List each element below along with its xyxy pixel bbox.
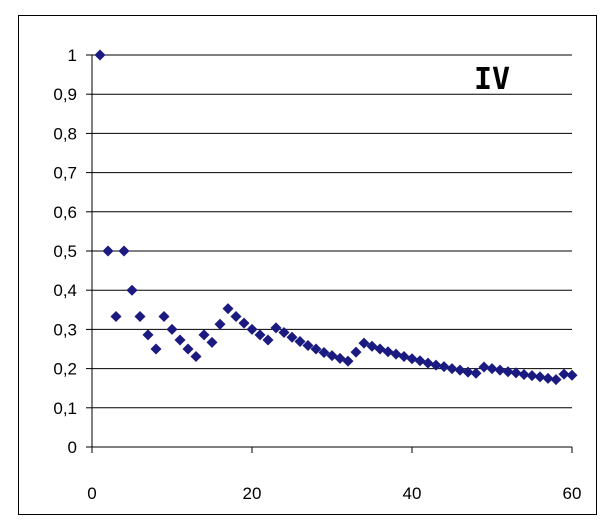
data-point-41 [422,357,434,369]
data-point-17 [230,310,242,322]
data-point-1 [102,245,114,257]
data-point-52 [510,367,522,379]
data-point-55 [534,371,546,383]
data-point-36 [382,346,394,358]
data-point-37 [390,348,402,360]
data-point-49 [486,363,498,375]
data-point-23 [278,327,290,339]
data-point-40 [414,355,426,367]
y-tick-label-3: 0,3 [53,320,77,339]
data-point-53 [518,368,530,380]
data-point-18 [238,317,250,329]
data-point-38 [398,350,410,362]
data-point-6 [142,329,154,341]
data-point-54 [526,370,538,382]
data-point-12 [190,350,202,362]
data-point-3 [118,245,130,257]
data-point-44 [446,363,458,375]
data-point-14 [206,336,218,348]
data-point-42 [430,359,442,371]
y-tick-label-1: 0,1 [53,399,77,418]
y-tick-label-6: 0,6 [53,203,77,222]
y-tick-label-8: 0,8 [53,124,77,143]
data-point-7 [150,343,162,355]
data-point-51 [502,366,514,378]
data-point-13 [198,329,210,341]
data-point-24 [286,331,298,343]
data-point-43 [438,361,450,373]
data-point-27 [310,343,322,355]
data-point-4 [126,284,138,296]
data-point-19 [246,323,258,335]
panel-annotation: IV [474,62,510,97]
data-points [94,49,578,386]
y-tick-label-2: 0,2 [53,360,77,379]
y-tick-label-0: 0 [68,438,77,457]
data-point-16 [222,303,234,315]
data-point-45 [454,364,466,376]
data-point-39 [406,353,418,365]
data-point-25 [294,336,306,348]
y-tick-label-5: 0,5 [53,242,77,261]
axes [86,54,573,453]
data-point-10 [174,334,186,346]
data-point-5 [134,310,146,322]
x-tick-label-2: 40 [403,484,422,503]
data-point-26 [302,339,314,351]
data-point-33 [358,337,370,349]
data-point-20 [254,329,266,341]
data-point-47 [470,367,482,379]
data-point-32 [350,346,362,358]
data-point-9 [166,323,178,335]
data-point-58 [558,368,570,380]
data-point-11 [182,343,194,355]
x-tick-label-3: 60 [563,484,582,503]
x-tick-label-0: 0 [87,484,96,503]
data-point-50 [494,364,506,376]
grid-lines [92,54,572,409]
data-point-28 [318,347,330,359]
y-tick-label-4: 0,4 [53,281,77,300]
data-point-46 [462,366,474,378]
data-point-21 [262,334,274,346]
data-point-59 [566,369,578,381]
data-point-8 [158,310,170,322]
y-tick-label-10: 1 [68,46,77,65]
data-point-0 [94,49,106,61]
data-point-22 [270,322,282,334]
data-point-48 [478,361,490,373]
data-point-31 [342,355,354,367]
y-tick-label-7: 0,7 [53,164,77,183]
x-tick-label-1: 20 [243,484,262,503]
chart-border [18,15,597,515]
data-point-2 [110,310,122,322]
data-point-57 [550,374,562,386]
y-tick-label-9: 0,9 [53,85,77,104]
y-tick-labels: 0 0,1 0,2 0,3 0,4 0,5 0,6 0,7 0,8 0,9 1 [53,46,77,457]
data-point-56 [542,372,554,384]
data-point-15 [214,318,226,330]
x-tick-labels: 0 20 40 60 [87,484,581,503]
